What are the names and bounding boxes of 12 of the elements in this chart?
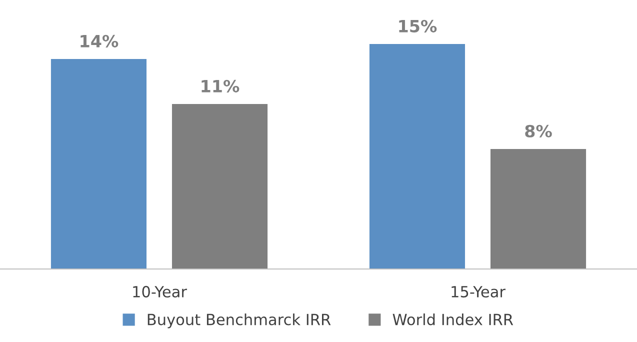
x-tick-label: 15-Year — [452, 286, 506, 298]
data-label: 14% — [80, 34, 118, 48]
bar — [172, 104, 268, 269]
bar — [490, 149, 586, 269]
x-tick-label: 10-Year — [133, 286, 187, 298]
legend-label: Buyout Benchmarck IRR — [148, 313, 331, 328]
data-label: 8% — [525, 124, 552, 138]
bar — [50, 59, 147, 269]
legend-label: World Index IRR — [392, 313, 514, 326]
data-label: 11% — [202, 80, 240, 92]
bar — [369, 44, 466, 269]
data-label: 15% — [399, 20, 437, 32]
